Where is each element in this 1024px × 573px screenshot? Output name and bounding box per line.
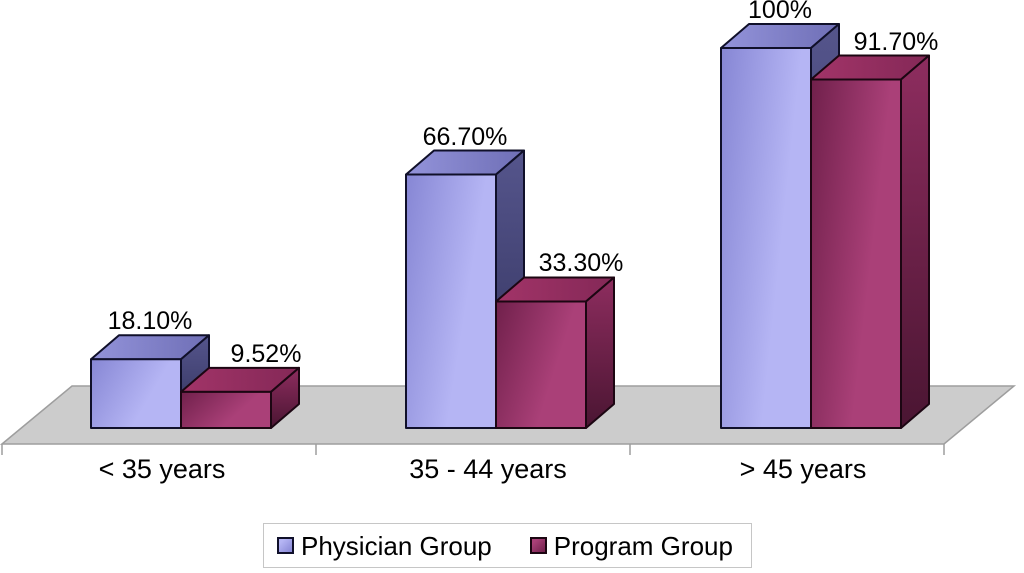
value-label-program-gt45: 91.70% [853, 27, 939, 56]
program-group-bar-2-side-face [900, 54, 930, 429]
program-group-bar-2-front-face [810, 78, 902, 429]
program-group-bar-1-front-face [495, 300, 587, 429]
legend-item-program-group: Program Group [529, 530, 733, 561]
value-label-program-lt35: 9.52% [230, 339, 302, 368]
value-label-physician-gt45: 100% [748, 0, 812, 24]
physician-group-bar-1-front-face [405, 173, 497, 429]
program-group-swatch-icon [529, 537, 547, 554]
legend-label-program-group: Program Group [553, 530, 733, 561]
legend-item-physician-group: Physician Group [277, 532, 492, 560]
category-label-gt45: > 45 years [739, 454, 867, 484]
value-label-program-35-44: 33.30% [538, 249, 624, 278]
legend-label-physician-group: Physician Group [301, 530, 492, 561]
legend: Physician Group Program Group [263, 523, 752, 568]
value-label-physician-35-44: 66.70% [422, 122, 508, 151]
physician-group-bar-2-front-face [720, 47, 812, 429]
value-label-physician-lt35: 18.10% [107, 307, 193, 336]
category-label-lt35: < 35 years [98, 454, 226, 484]
physician-group-swatch-icon [277, 537, 294, 554]
physician-group-bar-0-front-face [90, 358, 182, 429]
program-group-bar-0-front-face [180, 390, 272, 429]
category-label-35-44: 35 - 44 years [409, 454, 567, 484]
program-group-bar-1-side-face [585, 276, 615, 429]
